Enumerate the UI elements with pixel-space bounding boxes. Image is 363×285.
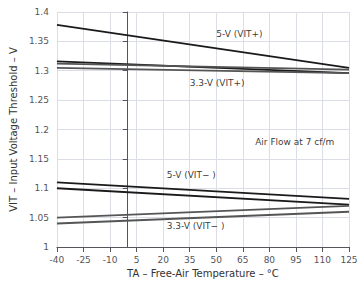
svg-text:1.4: 1.4 (35, 7, 50, 17)
svg-text:1.1: 1.1 (35, 183, 49, 193)
svg-text:65: 65 (237, 255, 248, 265)
svg-text:3.3-V (VIT− ): 3.3-V (VIT− ) (167, 221, 225, 231)
svg-text:95: 95 (290, 255, 301, 265)
svg-text:TA – Free-Air Temperature – °C: TA – Free-Air Temperature – °C (126, 268, 279, 279)
svg-text:-10: -10 (103, 255, 118, 265)
svg-text:20: 20 (157, 255, 169, 265)
svg-text:VIT – Input Voltage Threshold: VIT – Input Voltage Threshold – V (8, 47, 19, 212)
svg-text:5-V (VIT− ): 5-V (VIT− ) (167, 170, 216, 180)
svg-text:-40: -40 (50, 255, 65, 265)
svg-text:1.15: 1.15 (29, 154, 49, 164)
svg-text:1.2: 1.2 (35, 125, 49, 135)
svg-text:125: 125 (340, 255, 357, 265)
svg-text:5: 5 (134, 255, 140, 265)
svg-text:80: 80 (264, 255, 276, 265)
svg-text:1.35: 1.35 (29, 36, 49, 46)
svg-text:1.3: 1.3 (35, 66, 49, 76)
svg-text:5-V (VIT+): 5-V (VIT+) (216, 29, 262, 39)
svg-text:Air Flow at 7 cf/m: Air Flow at 7 cf/m (255, 137, 334, 147)
svg-text:-25: -25 (76, 255, 91, 265)
svg-text:1.25: 1.25 (29, 95, 49, 105)
svg-text:35: 35 (184, 255, 195, 265)
svg-text:1: 1 (43, 242, 49, 252)
svg-text:1.05: 1.05 (29, 213, 49, 223)
svg-text:110: 110 (314, 255, 331, 265)
svg-text:3.3-V (VIT+): 3.3-V (VIT+) (190, 78, 245, 88)
svg-text:50: 50 (211, 255, 223, 265)
